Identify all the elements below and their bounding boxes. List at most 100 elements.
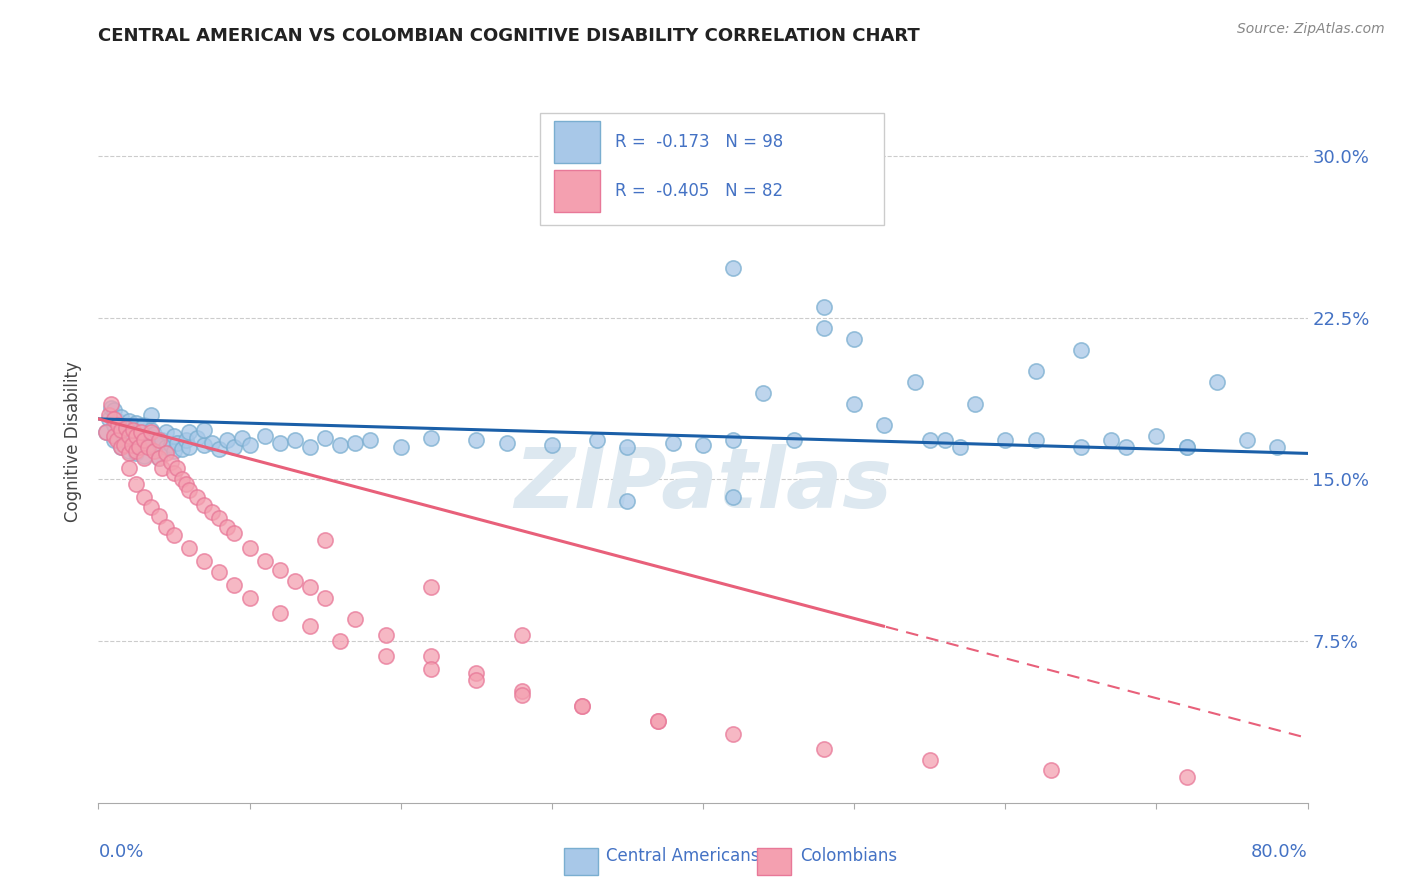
Point <box>118 444 141 458</box>
Point <box>1175 440 1198 454</box>
Point <box>723 490 745 504</box>
Point <box>136 438 159 452</box>
Point <box>269 606 291 620</box>
Point <box>125 416 148 430</box>
Point <box>918 753 941 767</box>
Point <box>904 376 927 390</box>
Point <box>965 397 987 411</box>
Point <box>110 409 132 424</box>
Point <box>813 742 835 756</box>
Point <box>723 727 745 741</box>
Text: R =  -0.173   N = 98: R = -0.173 N = 98 <box>614 133 783 151</box>
Point <box>94 425 117 439</box>
Point <box>1070 343 1092 357</box>
Point <box>783 434 806 448</box>
Point <box>103 403 125 417</box>
Point <box>616 493 638 508</box>
Point <box>125 444 148 458</box>
Point <box>360 434 382 448</box>
Point <box>125 431 148 445</box>
Point <box>269 563 291 577</box>
Point <box>299 580 322 594</box>
Point <box>179 483 201 497</box>
Text: ZIPatlas: ZIPatlas <box>515 444 891 525</box>
Point <box>208 511 231 525</box>
Text: 80.0%: 80.0% <box>1251 843 1308 861</box>
Bar <box>554 120 600 162</box>
Point <box>1099 434 1122 448</box>
Point <box>193 423 215 437</box>
Point <box>166 435 188 450</box>
Bar <box>564 847 598 875</box>
Point <box>110 440 132 454</box>
Point <box>420 649 443 664</box>
Point <box>174 434 197 448</box>
Point <box>224 526 246 541</box>
FancyBboxPatch shape <box>540 112 884 225</box>
Point <box>873 418 896 433</box>
Bar <box>554 169 600 211</box>
Point <box>118 414 141 428</box>
Point <box>193 554 215 568</box>
Point <box>231 431 253 445</box>
Point <box>150 461 173 475</box>
Point <box>224 440 246 454</box>
Point <box>465 666 488 681</box>
Point <box>103 412 125 426</box>
Point <box>105 429 128 443</box>
Point <box>571 698 593 713</box>
Point <box>125 476 148 491</box>
Point <box>148 508 170 523</box>
Point <box>128 440 150 454</box>
Point <box>420 662 443 676</box>
Point <box>160 438 183 452</box>
Point <box>299 619 322 633</box>
Point <box>118 461 141 475</box>
Point <box>752 386 775 401</box>
Point <box>179 440 201 454</box>
Point <box>129 425 152 439</box>
Point <box>141 425 163 439</box>
Point <box>1267 440 1289 454</box>
Point <box>253 429 276 443</box>
Point <box>314 533 336 547</box>
Point <box>122 418 145 433</box>
Point <box>1039 764 1062 778</box>
Point <box>155 520 177 534</box>
Point <box>844 397 866 411</box>
Point <box>389 440 412 454</box>
Y-axis label: Cognitive Disability: Cognitive Disability <box>65 361 83 522</box>
Point <box>125 429 148 443</box>
Point <box>314 431 336 445</box>
Point <box>150 434 173 448</box>
Point <box>114 420 136 434</box>
Point <box>344 612 367 626</box>
Point <box>420 431 443 445</box>
Point <box>121 438 143 452</box>
Point <box>239 591 262 605</box>
Point <box>571 698 593 713</box>
Point <box>122 423 145 437</box>
Point <box>132 450 155 465</box>
Point <box>136 440 159 454</box>
Point <box>1206 376 1229 390</box>
Point <box>949 440 972 454</box>
Point <box>284 434 307 448</box>
Point <box>253 554 276 568</box>
Point <box>121 434 143 448</box>
Point <box>1175 770 1198 784</box>
Point <box>105 434 128 448</box>
Point <box>148 434 170 448</box>
Point <box>166 461 188 475</box>
Point <box>239 438 262 452</box>
Point <box>174 476 197 491</box>
Point <box>586 434 609 448</box>
Point <box>143 427 166 442</box>
Point <box>118 429 141 443</box>
Point <box>1115 440 1137 454</box>
Point <box>616 440 638 454</box>
Point <box>98 412 121 426</box>
Text: Source: ZipAtlas.com: Source: ZipAtlas.com <box>1237 22 1385 37</box>
Point <box>994 434 1017 448</box>
Point <box>215 434 238 448</box>
